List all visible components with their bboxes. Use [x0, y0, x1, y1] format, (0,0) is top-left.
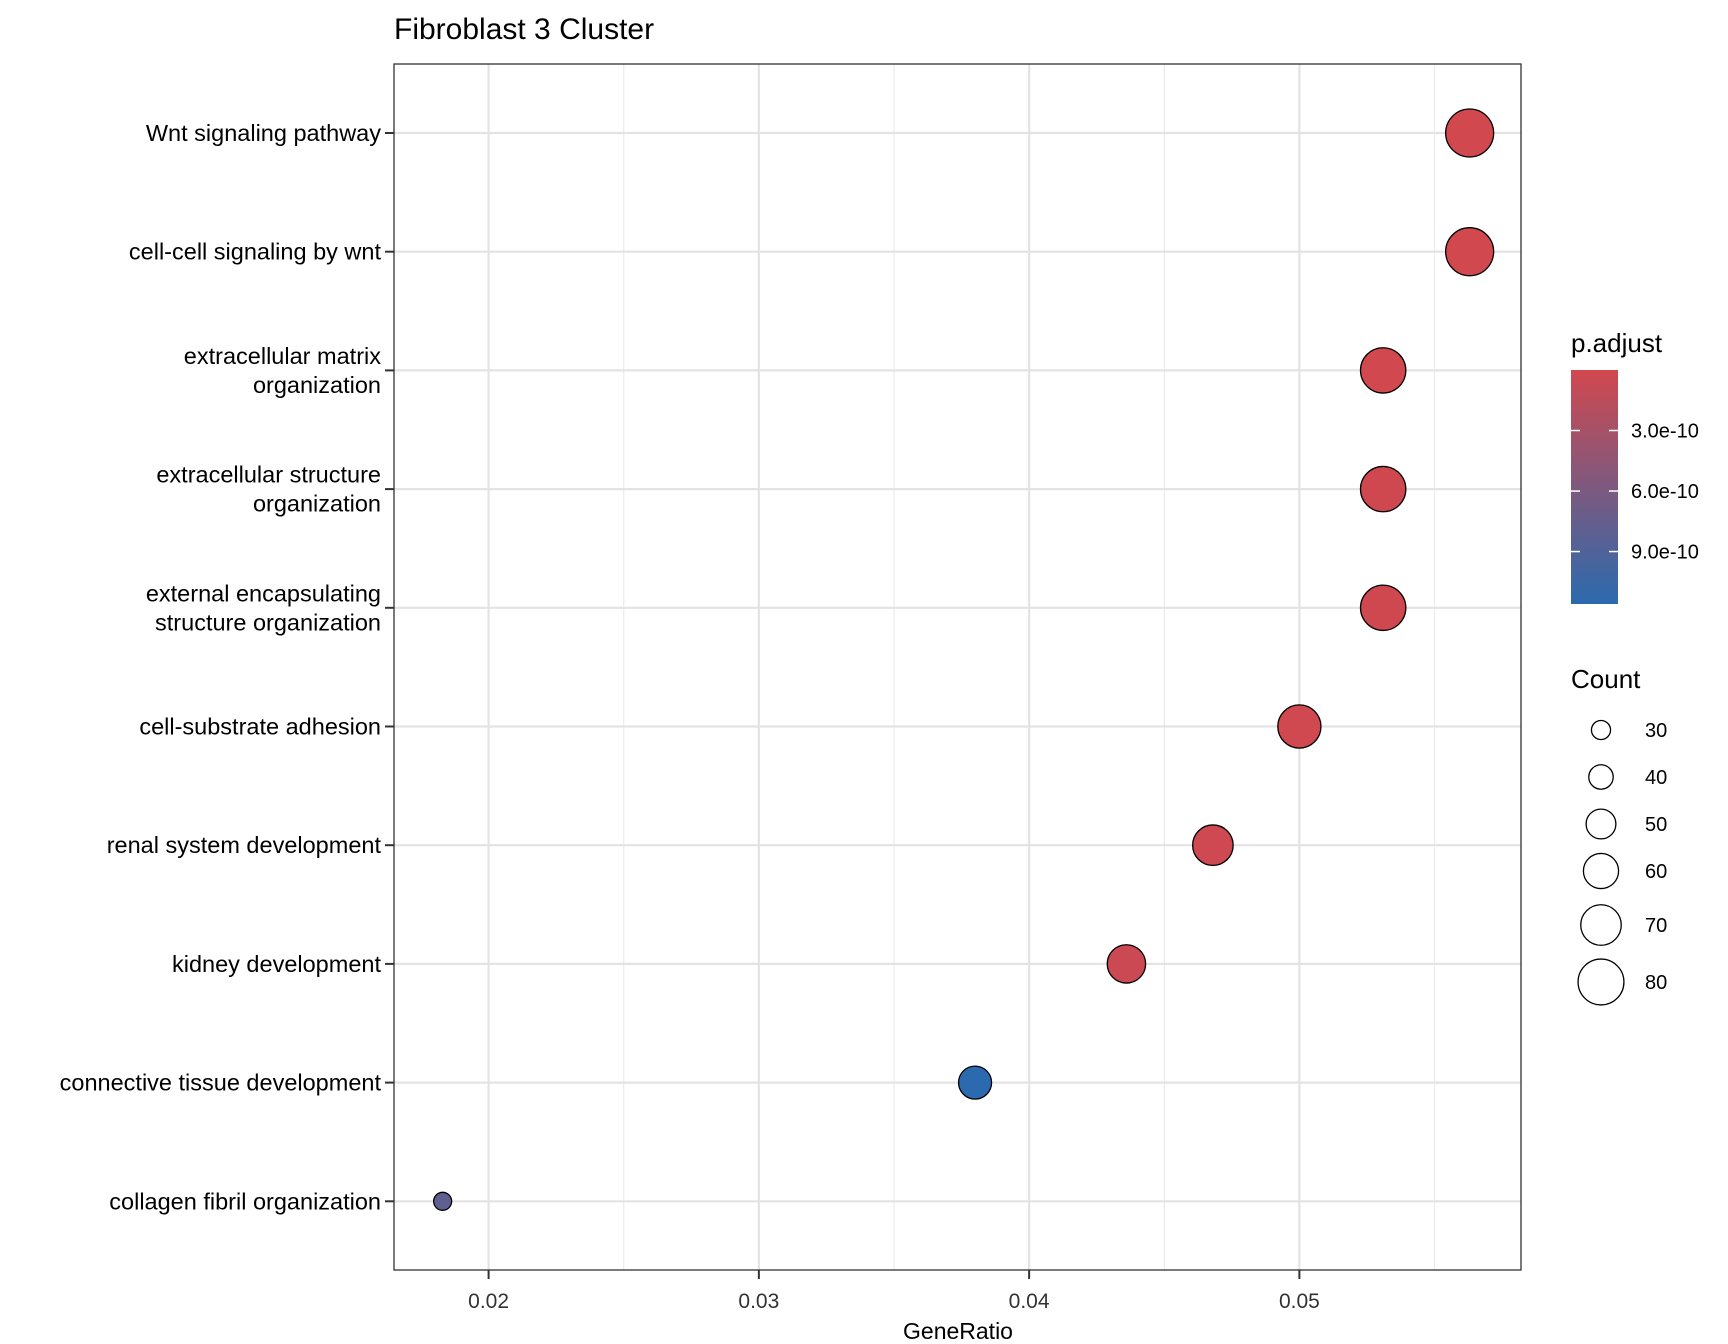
data-point: [1359, 465, 1407, 513]
size-legend-key: [1590, 719, 1612, 741]
panel-background: [394, 64, 1521, 1270]
y-tick-label: extracellular structure organization: [156, 462, 381, 517]
color-legend-label: 6.0e-10: [1631, 481, 1699, 503]
y-tick-label: external encapsulating structure organiza…: [146, 580, 381, 635]
p-adjust-legend: p.adjust 3.0e-10 6.0e-10 9.0e-10: [1571, 328, 1699, 604]
y-tick-label: extracellular matrix organization: [184, 343, 381, 398]
plot-panel: [393, 63, 1522, 1271]
size-legend-title: Count: [1571, 664, 1641, 694]
y-tick-label: kidney development: [172, 951, 381, 977]
data-point: [1277, 704, 1322, 749]
size-legend-key: [1577, 958, 1625, 1006]
data-point: [957, 1065, 993, 1100]
x-axis: 0.02 0.03 0.04 0.05: [468, 1270, 1320, 1313]
data-point: [1444, 108, 1495, 158]
color-bar: [1571, 370, 1618, 604]
color-legend-label: 9.0e-10: [1631, 542, 1699, 564]
size-legend-label: 70: [1645, 915, 1667, 937]
size-legend-label: 50: [1645, 814, 1667, 836]
y-tick-label: cell-substrate adhesion: [139, 714, 381, 740]
data-point: [1359, 347, 1407, 394]
size-legend-key: [1588, 764, 1614, 790]
count-legend: Count 30 40 50 60 70 80: [1571, 664, 1667, 1006]
y-tick-label: renal system development: [107, 832, 382, 858]
size-legend-key: [1582, 852, 1620, 890]
y-axis: Wnt signaling pathway cell-cell signaling…: [60, 120, 394, 1214]
y-tick-label: cell-cell signaling by wnt: [129, 239, 382, 265]
size-legend-label: 60: [1645, 861, 1667, 883]
color-legend-label: 3.0e-10: [1631, 421, 1699, 443]
y-tick-label: connective tissue development: [60, 1070, 382, 1096]
y-tick-label: Wnt signaling pathway: [146, 120, 381, 146]
y-tick-label: collagen fibril organization: [109, 1188, 381, 1214]
data-point: [432, 1191, 453, 1211]
x-tick-label: 0.02: [468, 1290, 509, 1313]
chart-title: Fibroblast 3 Cluster: [394, 13, 654, 46]
x-tick-label: 0.03: [738, 1290, 779, 1313]
x-tick-label: 0.04: [1009, 1290, 1050, 1313]
x-axis-label: GeneRatio: [903, 1318, 1013, 1344]
size-legend-key: [1585, 808, 1617, 840]
x-tick-label: 0.05: [1279, 1290, 1320, 1313]
data-point: [1444, 227, 1495, 277]
color-legend-title: p.adjust: [1571, 328, 1663, 358]
data-point: [1106, 944, 1147, 984]
size-legend-label: 80: [1645, 972, 1667, 994]
size-legend-label: 30: [1645, 720, 1667, 742]
panel-border: [393, 63, 1522, 1271]
size-legend-label: 40: [1645, 767, 1667, 789]
size-legend-key: [1580, 904, 1622, 946]
data-point: [1191, 824, 1234, 867]
data-point: [1359, 584, 1407, 632]
